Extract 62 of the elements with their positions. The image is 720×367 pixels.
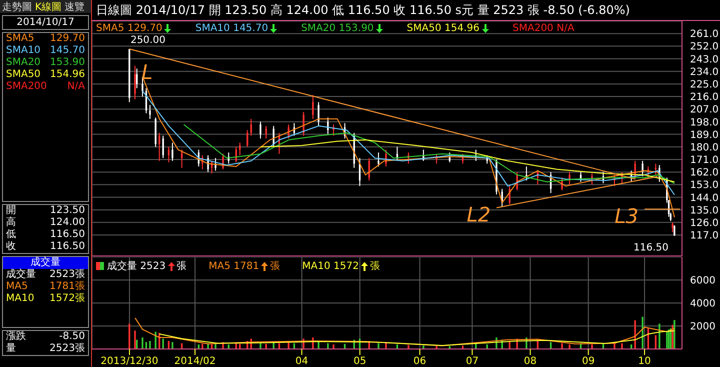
- x-tick-label: 04: [295, 356, 308, 367]
- text: SMA50 154.96: [6, 69, 85, 81]
- x-tick-label: 2013/12/30: [100, 356, 158, 367]
- y-tick-label: 180.0: [690, 142, 719, 154]
- text: K線圖: [35, 1, 62, 13]
- y-tick-label: 261.0: [690, 29, 719, 40]
- y-tick-label: 135.0: [690, 205, 719, 216]
- annotation: 116.50: [634, 242, 669, 254]
- y-tick-label: 162.0: [690, 168, 719, 179]
- series-label: L: [141, 60, 153, 84]
- text: SMA5 129.70: [96, 23, 164, 34]
- x-tick-label: 2014/02: [174, 356, 216, 367]
- text: MA5 1781 張: [208, 260, 280, 273]
- text: 量 2523張: [6, 343, 85, 354]
- text: SMA50 154.96: [406, 23, 481, 34]
- y-tick-label: 225.0: [690, 79, 719, 90]
- x-tick-label: 06: [413, 356, 426, 367]
- text: 高 124.00: [6, 217, 85, 228]
- y-tick-label: 117.0: [690, 230, 719, 242]
- annotation: 250.00: [130, 34, 166, 46]
- text: 2014/10/17: [2, 15, 89, 30]
- text: SMA20 153.90: [6, 57, 85, 69]
- y-tick-label: 189.0: [690, 130, 719, 141]
- text: MA5 1781張: [6, 281, 85, 292]
- text: 速覽: [64, 0, 85, 13]
- y-tick-label: 4000: [690, 298, 716, 310]
- chart-title: 日線圖 2014/10/17 開 123.50 高 124.00 低 116.50 收 116.50 s元 量 2523 張 -8.50 (-6.80%): [92, 0, 720, 21]
- y-tick-label: 126.0: [690, 218, 719, 229]
- text: 漲跌 -8.50: [6, 331, 85, 342]
- text: 收 116.50: [6, 241, 85, 252]
- y-tick-label: 216.0: [690, 92, 719, 104]
- y-tick-label: 252.0: [690, 42, 719, 53]
- series-label: L2: [466, 202, 491, 227]
- y-tick-label: 234.0: [690, 66, 719, 78]
- x-tick-label: 05: [353, 356, 366, 367]
- y-tick-label: 243.0: [690, 54, 719, 66]
- text: 走勢圖: [2, 0, 32, 13]
- y-tick-label: 2000: [690, 322, 716, 333]
- annotation: SMA200 N/A: [512, 23, 574, 34]
- x-tick-label: 09: [582, 356, 595, 367]
- y-tick-label: 153.0: [690, 180, 719, 192]
- y-tick-label: 198.0: [690, 117, 719, 128]
- text: 開 123.50: [6, 205, 85, 216]
- text: SMA5 129.70: [6, 33, 85, 44]
- legend-label: 成交量 2523 張: [106, 260, 187, 273]
- text: 成交量: [3, 257, 88, 269]
- text: MA10 1572 張: [302, 260, 380, 273]
- y-tick-label: 144.0: [690, 192, 719, 204]
- x-tick-label: 08: [524, 356, 537, 367]
- text: 低 116.50: [6, 229, 85, 240]
- text: SMA10 145.70: [6, 45, 85, 57]
- series-label: L3: [614, 204, 639, 228]
- y-tick-label: 6000: [690, 276, 716, 287]
- text: MA10 1572張: [6, 293, 85, 304]
- x-tick-label: 10: [638, 356, 651, 367]
- text: 成交量 2523張: [6, 269, 85, 280]
- x-tick-label: 07: [466, 356, 479, 367]
- y-tick-label: 207.0: [690, 104, 719, 116]
- text: SMA10 145.70: [195, 23, 270, 34]
- y-tick-label: 171.0: [690, 155, 719, 166]
- text: SMA20 153.90: [301, 23, 375, 34]
- text: SMA200 N/A: [6, 81, 85, 92]
